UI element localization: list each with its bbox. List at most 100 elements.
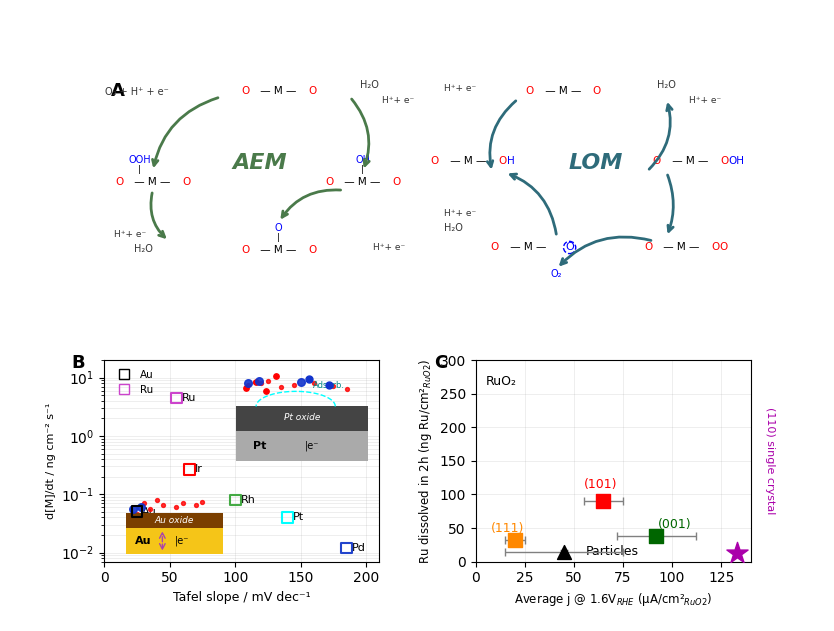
Point [242,380,255,390]
Text: (110) single crystal: (110) single crystal [765,407,775,514]
Point [327,381,340,391]
Text: H⁺+ e⁻: H⁺+ e⁻ [382,97,414,105]
Point [294,377,308,387]
Text: Ru: Ru [182,393,196,403]
Text: H⁺+ e⁻: H⁺+ e⁻ [373,242,404,252]
Text: A: A [111,82,124,100]
Text: O: O [325,177,334,187]
Text: — M —: — M — [661,242,703,252]
Text: O₂ + H⁺ + e⁻: O₂ + H⁺ + e⁻ [105,87,168,97]
Point [143,504,157,514]
Text: OH: OH [729,156,745,165]
Point [242,379,255,389]
Text: OOH: OOH [128,155,151,165]
Text: — M —: — M — [258,245,300,254]
Text: O: O [593,86,600,95]
Point [130,509,143,519]
Text: RuO₂: RuO₂ [485,375,516,388]
Text: Au: Au [143,507,157,517]
Point [340,384,354,394]
Point [261,376,274,386]
Text: O: O [115,177,123,187]
Text: H⁺+ e⁻: H⁺+ e⁻ [444,209,476,218]
Text: O: O [653,156,661,165]
Point [508,535,521,545]
Point [134,502,148,512]
Text: |: | [361,165,364,174]
Text: O: O [309,245,316,254]
Point [281,512,294,522]
Text: Pt: Pt [293,512,304,522]
Point [307,378,320,388]
Point [288,380,301,390]
Text: H₂O: H₂O [359,80,379,90]
Text: O: O [644,242,652,252]
Text: H⁺+ e⁻: H⁺+ e⁻ [114,230,146,239]
Text: |: | [138,165,141,174]
Text: O: O [565,242,574,252]
Point [196,497,209,507]
Text: Rh: Rh [240,495,255,505]
Text: — M —: — M — [258,86,300,95]
Text: (001): (001) [658,518,692,531]
Point [150,495,163,505]
Text: O: O [491,242,499,252]
Text: O: O [392,177,400,187]
Text: H₂O: H₂O [133,244,153,254]
Text: Pd: Pd [352,543,365,553]
Point [130,507,143,517]
Point [557,546,570,557]
Y-axis label: Ru dissolved in 2h (ng Ru/cm²$_{RuO2}$): Ru dissolved in 2h (ng Ru/cm²$_{RuO2}$) [417,358,434,563]
Text: — M —: — M — [447,156,490,165]
X-axis label: Tafel slope / mV dec⁻¹: Tafel slope / mV dec⁻¹ [173,591,310,604]
Text: H₂O: H₂O [657,80,676,90]
Point [169,393,183,403]
Point [340,543,354,553]
Text: OH: OH [355,155,370,165]
Text: LOM: LOM [568,153,623,173]
Point [229,495,242,505]
Point [249,377,262,387]
Text: — M —: — M — [341,177,384,187]
Text: O: O [498,156,506,165]
Text: — M —: — M — [507,242,550,252]
Point [252,376,265,386]
Text: O₂: O₂ [551,269,562,279]
Point [183,464,196,474]
Text: O: O [720,242,728,252]
Point [157,500,170,510]
Text: O: O [241,86,249,95]
Point [189,500,203,510]
Legend: Au, Ru: Au, Ru [109,365,158,399]
Text: O: O [720,156,728,165]
Y-axis label: d[M]/dt / ng cm⁻² s⁻¹: d[M]/dt / ng cm⁻² s⁻¹ [46,403,56,519]
Text: O: O [241,245,249,254]
Point [650,531,663,541]
Text: O: O [275,223,283,232]
Text: — M —: — M — [669,156,711,165]
Text: H⁺+ e⁻: H⁺+ e⁻ [444,83,476,93]
X-axis label: Average j @ 1.6V$_{RHE}$ (μA/cm²$_{RuO2}$): Average j @ 1.6V$_{RHE}$ (μA/cm²$_{RuO2}… [514,591,712,608]
Text: (101): (101) [584,478,617,491]
Point [137,498,150,509]
Text: |: | [278,233,280,242]
Text: AEM: AEM [232,153,287,173]
Text: C: C [435,354,448,372]
Text: — M —: — M — [542,86,585,95]
Text: O: O [182,177,190,187]
Point [176,498,189,509]
Text: H⁺+ e⁻: H⁺+ e⁻ [689,97,721,105]
Point [169,502,183,512]
Text: — M —: — M — [132,177,174,187]
Text: (111): (111) [491,521,525,534]
Point [274,382,288,392]
Text: Ir: Ir [194,464,203,474]
Text: B: B [71,354,85,372]
Point [254,379,268,389]
Point [731,548,744,558]
Text: O: O [430,156,439,165]
Text: O: O [309,86,316,95]
Text: O: O [711,242,720,252]
Point [596,496,610,506]
Text: H₂O: H₂O [444,223,463,232]
